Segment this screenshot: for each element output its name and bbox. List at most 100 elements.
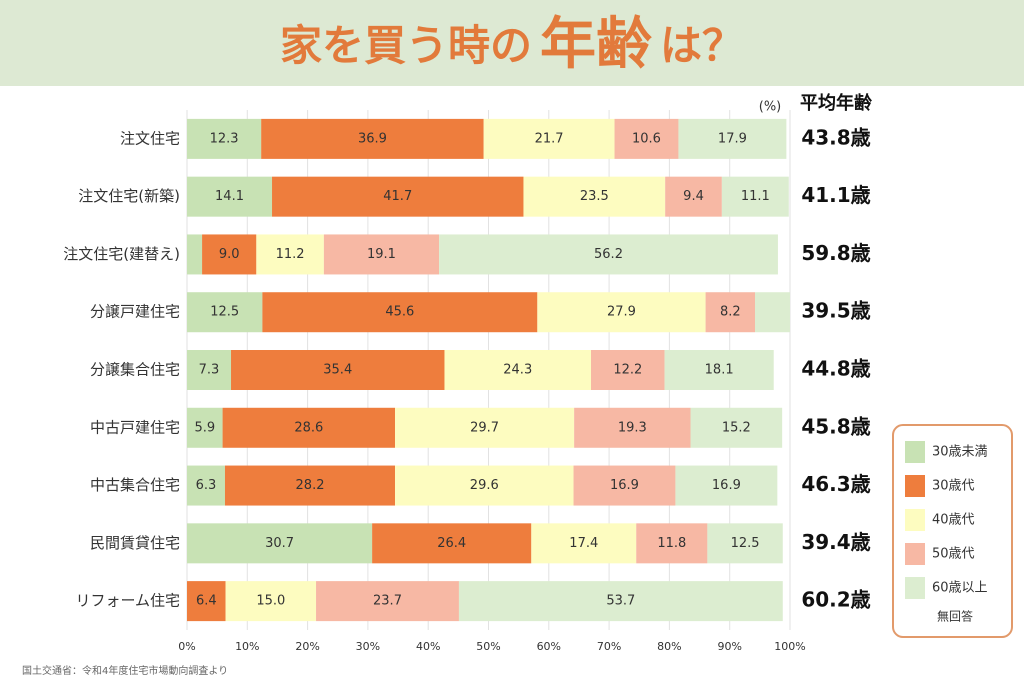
legend-label: 30歳未満 <box>932 445 988 460</box>
data-label: 19.1 <box>367 247 396 262</box>
x-tick-label: 100% <box>774 640 805 653</box>
data-label: 5.9 <box>194 420 215 435</box>
y-tick-label: 注文住宅(建替え) <box>63 245 180 263</box>
bar-segment <box>664 350 774 390</box>
bar-segment <box>372 523 532 564</box>
data-label: 18.1 <box>705 363 734 378</box>
data-label: 53.7 <box>606 594 635 609</box>
data-label: 12.3 <box>210 131 239 146</box>
bar-segment <box>231 350 445 390</box>
x-tick-label: 30% <box>356 640 380 653</box>
bar-segment <box>678 118 787 159</box>
bar-segment <box>261 118 484 159</box>
average-age: 59.8歳 <box>801 241 870 265</box>
bar-segment <box>614 118 679 159</box>
data-label: 6.3 <box>196 478 217 493</box>
data-label: 28.2 <box>296 478 325 493</box>
bar-segment <box>222 407 396 448</box>
data-label: 29.6 <box>470 478 499 493</box>
bar-segment <box>272 176 524 217</box>
data-label: 10.6 <box>632 131 661 146</box>
average-age: 39.4歳 <box>801 530 870 554</box>
legend-label: 無回答 <box>937 609 973 624</box>
y-tick-label: 注文住宅(新築) <box>78 187 180 205</box>
y-tick-label: 分譲集合住宅 <box>90 361 180 379</box>
average-header: 平均年齢 <box>800 92 873 114</box>
data-label: 11.2 <box>276 247 305 262</box>
bar-segment <box>316 581 459 622</box>
x-tick-label: 60% <box>537 640 561 653</box>
bar-segment <box>187 118 262 159</box>
bar-segment <box>531 523 637 564</box>
data-label: 56.2 <box>594 247 623 262</box>
average-age: 39.5歳 <box>801 299 870 323</box>
data-label: 7.3 <box>199 363 220 378</box>
data-label: 17.9 <box>718 131 747 146</box>
data-label: 27.9 <box>607 305 636 320</box>
y-tick-label: 民間賃貸住宅 <box>90 534 180 552</box>
bar-segment <box>721 176 789 217</box>
bar-segment <box>573 465 676 506</box>
y-tick-label: 分譲戸建住宅 <box>90 303 180 321</box>
bar-segment <box>187 234 203 275</box>
data-label: 30.7 <box>265 536 294 551</box>
bar-segment <box>690 407 783 448</box>
bar-segment <box>202 234 257 275</box>
bar-segment <box>187 523 373 564</box>
bar-segment <box>636 523 708 564</box>
average-age: 41.1歳 <box>801 183 870 207</box>
data-label: 12.5 <box>731 536 760 551</box>
bar-segment <box>705 292 756 333</box>
data-label: 26.4 <box>437 536 466 551</box>
data-label: 12.2 <box>613 363 642 378</box>
legend-swatch <box>905 543 925 565</box>
x-tick-label: 20% <box>295 640 319 653</box>
legend-label: 30歳代 <box>932 479 975 494</box>
legend-swatch <box>905 441 925 463</box>
data-label: 9.0 <box>219 247 240 262</box>
x-tick-label: 10% <box>235 640 259 653</box>
y-tick-label: 注文住宅 <box>120 129 180 147</box>
average-age: 44.8歳 <box>801 357 870 381</box>
x-tick-label: 90% <box>717 640 741 653</box>
bar-segment <box>187 407 223 448</box>
bar-segment <box>574 407 691 448</box>
data-label: 36.9 <box>358 131 387 146</box>
x-tick-label: 40% <box>416 640 440 653</box>
data-label: 8.2 <box>720 305 741 320</box>
x-tick-label: 0% <box>178 640 195 653</box>
data-label: 6.4 <box>196 594 217 609</box>
data-label: 23.5 <box>580 189 609 204</box>
bar-segment <box>707 523 783 564</box>
bar-segment <box>523 176 666 217</box>
data-label: 19.3 <box>618 420 647 435</box>
data-label: 15.2 <box>722 420 751 435</box>
y-tick-label: 中古戸建住宅 <box>90 418 180 436</box>
bar-segment <box>323 234 440 275</box>
bar-segment <box>187 581 226 622</box>
bar-segment <box>187 465 225 506</box>
unit-label: (%) <box>759 100 782 115</box>
data-label: 9.4 <box>683 189 704 204</box>
y-tick-label: リフォーム住宅 <box>75 592 180 610</box>
average-age: 45.8歳 <box>801 414 870 438</box>
average-age: 46.3歳 <box>801 472 870 496</box>
data-label: 15.0 <box>256 594 285 609</box>
title-part: 家を買う時の <box>280 21 532 70</box>
average-age: 43.8歳 <box>801 125 870 149</box>
data-label: 23.7 <box>373 594 402 609</box>
legend-swatch <box>905 509 925 531</box>
bar-segment <box>224 465 396 506</box>
data-label: 14.1 <box>215 189 244 204</box>
bar-segment <box>675 465 778 506</box>
data-label: 12.5 <box>210 305 239 320</box>
legend-label: 50歳代 <box>932 547 975 562</box>
bar-segment <box>395 407 575 448</box>
legend-label: 60歳以上 <box>932 581 988 596</box>
data-label: 16.9 <box>610 478 639 493</box>
data-label: 29.7 <box>470 420 499 435</box>
bar-segment <box>225 581 317 622</box>
chart-title: 家を買う時の 年齢 は？ <box>280 12 744 77</box>
bar-segment <box>187 350 232 390</box>
